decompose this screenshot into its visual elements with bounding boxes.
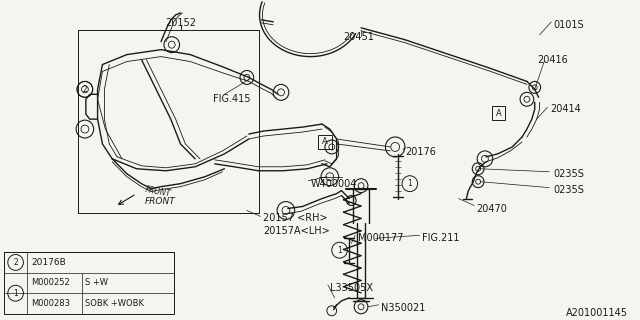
Text: FRONT: FRONT	[145, 196, 175, 205]
Text: FIG.211: FIG.211	[422, 233, 459, 243]
Text: FRONT: FRONT	[145, 185, 172, 199]
Text: N350021: N350021	[381, 303, 425, 313]
Text: A: A	[322, 138, 328, 147]
Text: 20157A<LH>: 20157A<LH>	[264, 226, 330, 236]
Text: FIG.415: FIG.415	[212, 94, 250, 104]
Text: 20414: 20414	[550, 104, 581, 114]
Text: 1: 1	[408, 179, 412, 188]
Text: 20416: 20416	[538, 55, 568, 65]
Bar	[4, 252, 173, 273]
Text: W400004: W400004	[310, 179, 356, 189]
Text: 20157 <RH>: 20157 <RH>	[264, 213, 328, 223]
Text: S +W: S +W	[85, 278, 108, 287]
Text: L33505X: L33505X	[330, 283, 373, 293]
Text: 0101S: 0101S	[553, 20, 584, 30]
Text: 2: 2	[13, 258, 18, 267]
Text: 20451: 20451	[344, 32, 374, 42]
Text: M000252: M000252	[31, 278, 70, 287]
Text: A: A	[496, 109, 502, 118]
Text: 1: 1	[337, 246, 342, 255]
Text: M000177: M000177	[358, 233, 404, 243]
Text: 20470: 20470	[476, 204, 507, 213]
Bar	[318, 135, 332, 149]
Text: A201001145: A201001145	[566, 308, 628, 318]
Text: 1: 1	[13, 289, 18, 298]
Text: 2: 2	[83, 85, 87, 94]
Text: 20176: 20176	[405, 147, 436, 157]
Bar	[4, 252, 173, 314]
Text: M000283: M000283	[31, 299, 70, 308]
Text: 0235S: 0235S	[553, 185, 584, 195]
Text: 0235S: 0235S	[553, 169, 584, 179]
Text: 20152: 20152	[165, 18, 196, 28]
Text: 20176B: 20176B	[31, 258, 66, 267]
Text: SOBK +WOBK: SOBK +WOBK	[85, 299, 144, 308]
Bar	[492, 106, 506, 120]
